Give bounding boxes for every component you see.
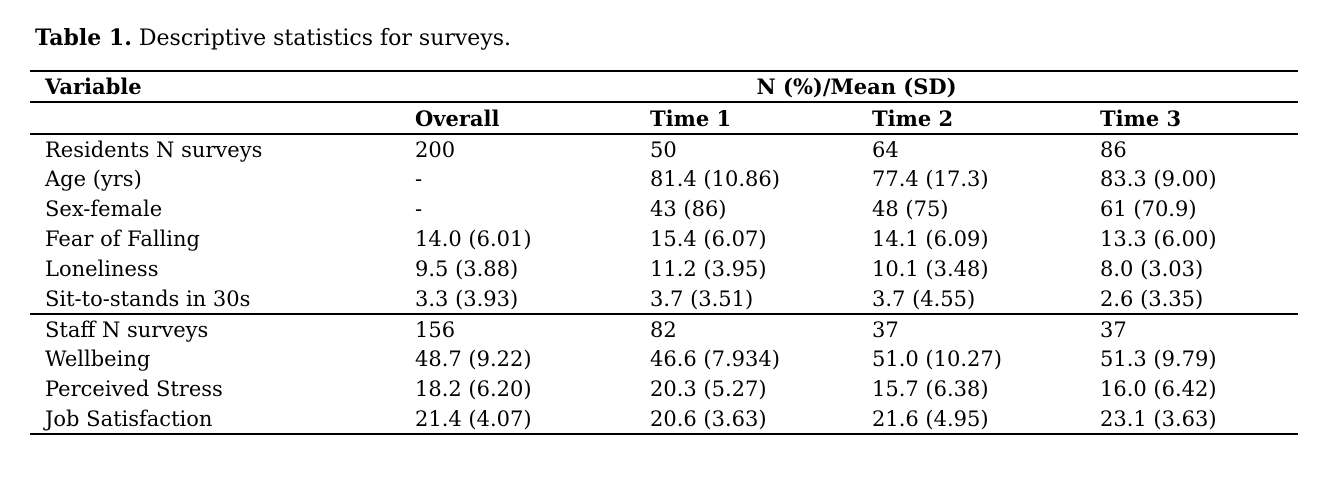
- cell-time2: 48 (75): [872, 197, 949, 221]
- table-caption: Table 1. Descriptive statistics for surv…: [35, 24, 511, 53]
- table-row-fear-of-falling: Fear of Falling 14.0 (6.01) 15.4 (6.07) …: [30, 224, 1298, 254]
- cell-time1: 15.4 (6.07): [650, 227, 767, 251]
- cell-time2: 15.7 (6.38): [872, 377, 989, 401]
- cell-time2: 37: [872, 317, 899, 342]
- cell-time2: 14.1 (6.09): [872, 227, 989, 251]
- column-header-time3: Time 3: [1100, 105, 1182, 131]
- table-row-sit-to-stands: Sit-to-stands in 30s 3.3 (3.93) 3.7 (3.5…: [30, 284, 1298, 314]
- column-header-time1: Time 1: [650, 105, 732, 131]
- cell-time3: 2.6 (3.35): [1100, 286, 1204, 311]
- cell-overall: 21.4 (4.07): [415, 406, 532, 431]
- table-row-perceived-stress: Perceived Stress 18.2 (6.20) 20.3 (5.27)…: [30, 374, 1298, 404]
- cell-time2: 51.0 (10.27): [872, 347, 1002, 371]
- cell-time3: 23.1 (3.63): [1100, 406, 1217, 431]
- table-row-wellbeing: Wellbeing 48.7 (9.22) 46.6 (7.934) 51.0 …: [30, 344, 1298, 374]
- cell-time3: 16.0 (6.42): [1100, 377, 1217, 401]
- cell-variable: Job Satisfaction: [45, 406, 213, 431]
- column-header-time2: Time 2: [872, 105, 954, 131]
- descriptive-statistics-table: Variable N (%)/Mean (SD) Overall Time 1 …: [30, 70, 1299, 435]
- cell-time3: 51.3 (9.79): [1100, 347, 1217, 371]
- table-row-loneliness: Loneliness 9.5 (3.88) 11.2 (3.95) 10.1 (…: [30, 254, 1298, 284]
- table-caption-text: Descriptive statistics for surveys.: [131, 26, 512, 51]
- cell-variable: Staff N surveys: [45, 317, 209, 342]
- cell-overall: 3.3 (3.93): [415, 286, 519, 311]
- cell-time1: 43 (86): [650, 197, 727, 221]
- cell-time3: 86: [1100, 137, 1127, 162]
- cell-time2: 64: [872, 137, 899, 162]
- cell-time2: 21.6 (4.95): [872, 406, 989, 431]
- cell-variable: Loneliness: [45, 257, 159, 281]
- cell-time1: 82: [650, 317, 677, 342]
- cell-overall: 9.5 (3.88): [415, 257, 519, 281]
- cell-time3: 61 (70.9): [1100, 197, 1197, 221]
- cell-overall: 48.7 (9.22): [415, 347, 532, 371]
- column-header-blank: [30, 102, 415, 134]
- cell-overall: -: [415, 197, 423, 221]
- cell-time2: 3.7 (4.55): [872, 286, 976, 311]
- cell-overall: 18.2 (6.20): [415, 377, 532, 401]
- cell-variable: Age (yrs): [45, 167, 142, 191]
- cell-overall: 200: [415, 137, 456, 162]
- table-header-columns-row: Overall Time 1 Time 2 Time 3: [30, 102, 1299, 134]
- cell-time1: 20.6 (3.63): [650, 406, 767, 431]
- cell-time3: 8.0 (3.03): [1100, 257, 1204, 281]
- table-row-residents-n-surveys: Residents N surveys 200 50 64 86: [30, 134, 1298, 164]
- staff-section: Staff N surveys 156 82 37 37 Wellbeing 4…: [30, 314, 1298, 434]
- cell-variable: Wellbeing: [45, 347, 151, 371]
- cell-time1: 20.3 (5.27): [650, 377, 767, 401]
- cell-time3: 83.3 (9.00): [1100, 167, 1217, 191]
- table-row-sex-female: Sex-female - 43 (86) 48 (75) 61 (70.9): [30, 194, 1298, 224]
- cell-overall: 156: [415, 317, 456, 342]
- column-header-variable: Variable: [45, 74, 142, 99]
- cell-variable: Perceived Stress: [45, 377, 223, 401]
- cell-variable: Sex-female: [45, 197, 163, 221]
- cell-overall: 14.0 (6.01): [415, 227, 532, 251]
- table-row-staff-n-surveys: Staff N surveys 156 82 37 37: [30, 314, 1298, 344]
- cell-time1: 50: [650, 137, 677, 162]
- cell-time3: 37: [1100, 317, 1127, 342]
- cell-variable: Residents N surveys: [45, 137, 263, 162]
- cell-variable: Fear of Falling: [45, 227, 200, 251]
- cell-time2: 77.4 (17.3): [872, 167, 989, 191]
- cell-time1: 46.6 (7.934): [650, 347, 780, 371]
- cell-time1: 3.7 (3.51): [650, 286, 754, 311]
- table-row-age: Age (yrs) - 81.4 (10.86) 77.4 (17.3) 83.…: [30, 164, 1298, 194]
- residents-section: Residents N surveys 200 50 64 86 Age (yr…: [30, 134, 1299, 314]
- cell-variable: Sit-to-stands in 30s: [45, 286, 251, 311]
- cell-time2: 10.1 (3.48): [872, 257, 989, 281]
- cell-time1: 81.4 (10.86): [650, 167, 780, 191]
- cell-overall: -: [415, 167, 423, 191]
- cell-time3: 13.3 (6.00): [1100, 227, 1217, 251]
- table-caption-label: Table 1.: [35, 25, 132, 51]
- column-header-overall: Overall: [415, 105, 500, 131]
- column-header-span-group: N (%)/Mean (SD): [756, 74, 957, 99]
- table-header-group-row: Variable N (%)/Mean (SD): [30, 71, 1299, 102]
- table-row-job-satisfaction: Job Satisfaction 21.4 (4.07) 20.6 (3.63)…: [30, 404, 1298, 434]
- cell-time1: 11.2 (3.95): [650, 257, 767, 281]
